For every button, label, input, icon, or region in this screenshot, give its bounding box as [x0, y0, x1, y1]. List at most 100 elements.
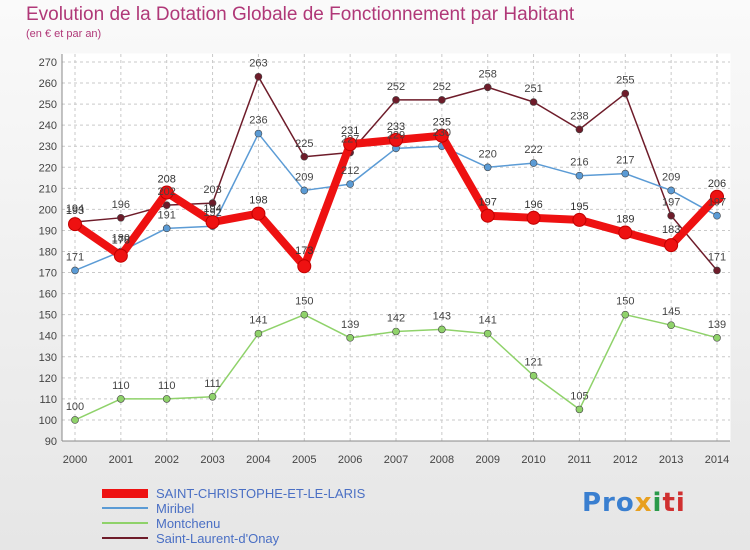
data-label-miribel: 222	[524, 144, 542, 156]
x-tick-label: 2010	[521, 454, 545, 466]
data-label-saint-christophe-et-le-laris: 235	[433, 117, 451, 129]
data-label-miribel: 180	[112, 233, 130, 245]
x-tick-label: 2007	[384, 454, 408, 466]
data-label-saint-christophe-et-le-laris: 173	[295, 245, 313, 257]
data-point-miribel	[254, 129, 263, 138]
data-label-saint-christophe-et-le-laris: 194	[203, 203, 221, 215]
data-label-montchenu: 145	[662, 306, 680, 318]
y-tick-label: 190	[39, 225, 57, 237]
data-point-saint-laurent-d-onay	[621, 89, 630, 98]
legend-item-miribel: Miribel	[102, 500, 195, 516]
data-point-saint-laurent-d-onay	[438, 96, 446, 104]
data-label-saint-christophe-et-le-laris: 233	[387, 121, 405, 133]
data-point-miribel	[667, 186, 675, 195]
x-tick-label: 2001	[109, 454, 133, 466]
data-label-miribel: 236	[249, 115, 267, 127]
data-label-montchenu: 139	[341, 319, 359, 331]
x-tick-label: 2011	[568, 454, 592, 466]
data-label-saint-laurent-d-onay: 255	[616, 75, 634, 87]
x-tick-label: 2012	[613, 454, 637, 466]
legend-label: Saint-Laurent-d'Onay	[156, 530, 280, 546]
data-point-saint-laurent-d-onay	[254, 72, 263, 81]
data-label-saint-christophe-et-le-laris: 198	[249, 195, 267, 207]
y-tick-label: 90	[45, 436, 57, 448]
data-point-saint-laurent-d-onay	[575, 125, 584, 134]
legend-label: SAINT-CHRISTOPHE-ET-LE-LARIS	[156, 485, 366, 501]
data-point-saint-laurent-d-onay	[300, 152, 309, 161]
data-label-miribel: 171	[66, 251, 84, 263]
data-label-miribel: 230	[433, 127, 451, 139]
data-point-miribel	[71, 266, 79, 275]
data-point-saint-laurent-d-onay	[117, 214, 125, 222]
proxiti-logo: Proxiti	[582, 488, 686, 518]
y-tick-label: 120	[39, 373, 57, 385]
logo-part-2: x	[634, 488, 653, 518]
data-point-montchenu	[667, 321, 675, 329]
legend-label: Montchenu	[156, 515, 221, 531]
y-tick-label: 250	[39, 99, 57, 111]
data-label-montchenu: 139	[708, 319, 726, 331]
data-point-saint-christophe-et-le-laris	[710, 189, 724, 204]
data-point-montchenu	[392, 327, 400, 336]
y-tick-label: 170	[39, 268, 57, 280]
x-tick-label: 2002	[154, 454, 178, 466]
data-point-saint-christophe-et-le-laris	[480, 208, 495, 223]
x-tick-label: 2004	[246, 454, 270, 466]
y-tick-label: 110	[39, 394, 57, 406]
data-label-saint-christophe-et-le-laris: 231	[341, 125, 359, 137]
data-label-saint-christophe-et-le-laris: 197	[479, 197, 497, 209]
y-tick-label: 260	[39, 78, 57, 90]
legend-swatch	[102, 522, 148, 524]
data-point-montchenu	[162, 395, 171, 403]
data-point-saint-christophe-et-le-laris	[68, 217, 82, 232]
data-point-miribel	[621, 169, 630, 178]
data-label-saint-laurent-d-onay: 258	[479, 68, 497, 80]
legend-swatch	[102, 537, 148, 539]
data-label-miribel: 220	[479, 148, 497, 160]
legend-label: Miribel	[156, 500, 195, 516]
x-tick-label: 2000	[63, 454, 87, 466]
legend-item-saint-christophe-et-le-laris: SAINT-CHRISTOPHE-ET-LE-LARIS	[102, 485, 366, 501]
x-tick-label: 2014	[705, 454, 729, 466]
data-label-saint-laurent-d-onay: 202	[158, 186, 176, 198]
data-label-montchenu: 142	[387, 313, 405, 325]
data-label-saint-laurent-d-onay: 251	[524, 83, 542, 95]
y-tick-label: 140	[39, 331, 57, 343]
y-tick-label: 230	[39, 141, 57, 153]
data-point-montchenu	[529, 371, 538, 380]
data-label-miribel: 229	[387, 129, 405, 141]
data-point-miribel	[346, 180, 354, 188]
data-point-saint-christophe-et-le-laris	[251, 206, 266, 221]
data-label-miribel: 212	[341, 165, 359, 177]
data-label-montchenu: 121	[524, 357, 542, 369]
data-point-montchenu	[71, 416, 79, 424]
data-label-saint-laurent-d-onay: 171	[708, 251, 726, 263]
x-tick-label: 2008	[430, 454, 454, 466]
data-label-saint-laurent-d-onay: 263	[249, 58, 267, 70]
data-label-saint-christophe-et-le-laris: 193	[66, 205, 84, 217]
legend-swatch	[102, 507, 148, 509]
data-label-saint-christophe-et-le-laris: 196	[524, 199, 542, 211]
data-label-montchenu: 150	[616, 296, 634, 308]
logo-part-3: i	[652, 488, 663, 518]
data-label-saint-christophe-et-le-laris: 189	[616, 214, 634, 226]
data-point-montchenu	[713, 334, 721, 342]
data-point-saint-laurent-d-onay	[483, 83, 492, 92]
y-tick-label: 160	[39, 289, 57, 301]
data-label-miribel: 197	[708, 197, 726, 209]
data-point-saint-christophe-et-le-laris	[343, 137, 358, 152]
data-label-miribel: 192	[203, 207, 221, 219]
data-label-saint-christophe-et-le-laris: 206	[708, 178, 726, 190]
data-label-miribel: 209	[662, 171, 680, 183]
data-point-miribel	[575, 171, 584, 180]
data-point-saint-christophe-et-le-laris	[205, 215, 220, 230]
data-point-miribel	[300, 186, 309, 195]
y-tick-label: 180	[39, 247, 57, 259]
data-point-saint-christophe-et-le-laris	[618, 225, 633, 240]
data-label-saint-christophe-et-le-laris: 183	[662, 224, 680, 236]
data-label-montchenu: 111	[204, 378, 221, 390]
data-label-miribel: 209	[295, 171, 313, 183]
data-label-saint-laurent-d-onay: 252	[387, 81, 405, 93]
data-point-saint-laurent-d-onay	[529, 98, 538, 106]
